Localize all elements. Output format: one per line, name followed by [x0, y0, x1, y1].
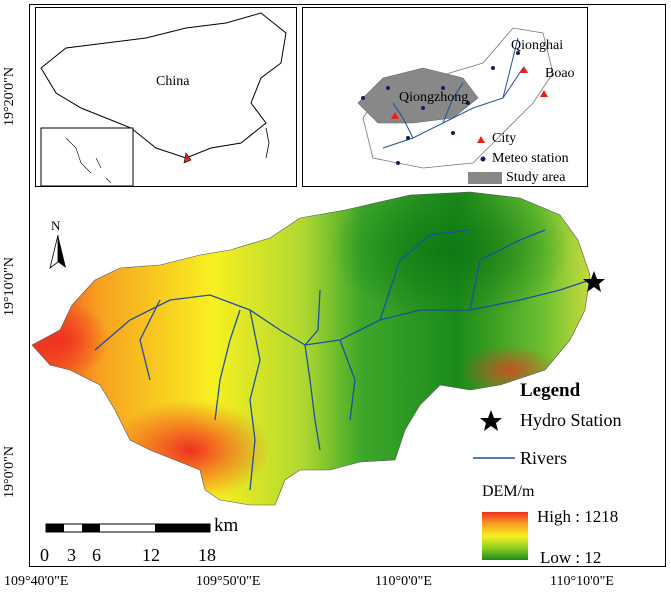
legend-city-symbol [477, 136, 485, 143]
legend-rivers: Rivers [520, 448, 567, 468]
city-qiongzhong: Qiongzhong [399, 90, 469, 105]
scale-tick-3: 3 [67, 545, 76, 565]
north-arrow-label: N [51, 218, 61, 233]
scale-tick-6: 6 [92, 545, 101, 565]
legend-dem-title: DEM/m [482, 483, 535, 500]
dem-color-ramp [482, 512, 528, 560]
map-frame [29, 4, 666, 567]
city-qionghai: Qionghai [511, 38, 564, 53]
river-network [94, 229, 591, 491]
lon-tick-110-10: 110°10'0"E [550, 574, 614, 589]
lon-tick-110-00: 110°0'0"E [375, 574, 432, 589]
china-inset: China [35, 7, 297, 187]
scale-tick-12: 12 [142, 545, 160, 565]
legend-meteo-label: Meteo station [492, 151, 569, 166]
scale-tick-0: 0 [40, 545, 49, 565]
china-label: China [156, 74, 190, 89]
scale-unit: km [214, 515, 239, 536]
city-boao: Boao [545, 66, 575, 81]
legend-dem-high: High : 1218 [537, 507, 619, 526]
lon-tick-109-50: 109°50'0"E [196, 574, 261, 589]
study-area-map [357, 27, 554, 184]
legend-meteo-symbol [480, 156, 486, 162]
lon-tick-109-40: 109°40'0"E [4, 574, 69, 589]
scale-tick-18: 18 [198, 545, 216, 565]
legend-study-area-label: Study area [506, 170, 566, 185]
legend-city-label: City [492, 131, 517, 146]
china-outline [40, 12, 287, 187]
study-area-inset: Qionghai Boao Qiongzhong City Meteo stat… [302, 7, 588, 187]
legend-hydro-station: Hydro Station [520, 410, 622, 430]
legend-dem-low: Low : 12 [540, 548, 602, 567]
legend-study-area-symbol [468, 172, 502, 184]
legend-title: Legend [520, 380, 581, 401]
